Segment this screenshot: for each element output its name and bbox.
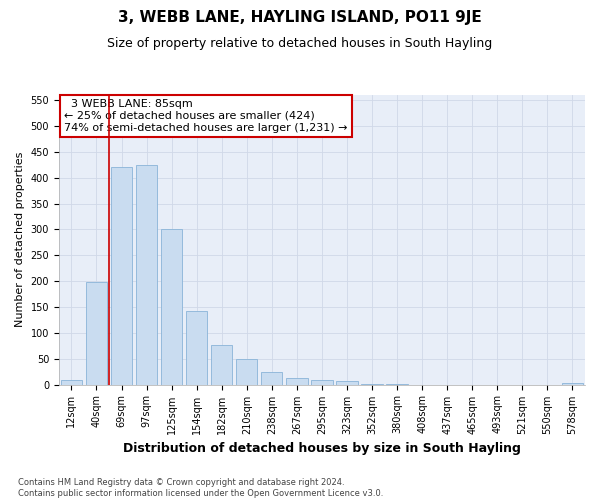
Bar xyxy=(311,380,332,384)
Bar xyxy=(562,383,583,384)
Bar xyxy=(111,168,132,384)
Text: 3 WEBB LANE: 85sqm
← 25% of detached houses are smaller (424)
74% of semi-detach: 3 WEBB LANE: 85sqm ← 25% of detached hou… xyxy=(64,100,347,132)
Bar xyxy=(236,359,257,384)
Bar xyxy=(261,372,283,384)
Text: Size of property relative to detached houses in South Hayling: Size of property relative to detached ho… xyxy=(107,38,493,51)
Y-axis label: Number of detached properties: Number of detached properties xyxy=(15,152,25,328)
Bar xyxy=(86,282,107,384)
Text: Contains HM Land Registry data © Crown copyright and database right 2024.
Contai: Contains HM Land Registry data © Crown c… xyxy=(18,478,383,498)
Bar xyxy=(337,382,358,384)
Bar xyxy=(61,380,82,384)
Bar xyxy=(186,310,208,384)
Bar xyxy=(286,378,308,384)
Text: 3, WEBB LANE, HAYLING ISLAND, PO11 9JE: 3, WEBB LANE, HAYLING ISLAND, PO11 9JE xyxy=(118,10,482,25)
Bar xyxy=(211,345,232,385)
Bar xyxy=(161,230,182,384)
X-axis label: Distribution of detached houses by size in South Hayling: Distribution of detached houses by size … xyxy=(123,442,521,455)
Bar xyxy=(136,165,157,384)
